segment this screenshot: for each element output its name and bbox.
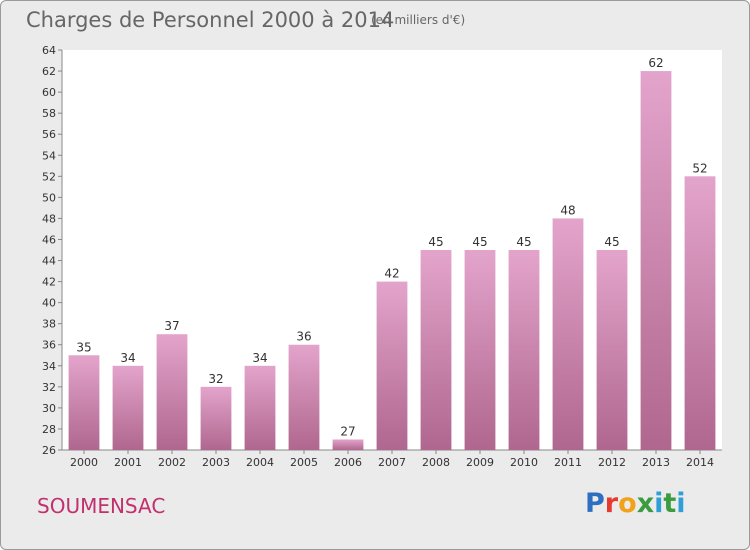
bar-value-label: 36 — [296, 330, 311, 344]
commune-name: SOUMENSAC — [37, 494, 166, 518]
bar-value-label: 52 — [692, 161, 707, 175]
x-tick-label: 2000 — [70, 456, 98, 469]
x-tick-label: 2011 — [554, 456, 582, 469]
y-tick-label: 62 — [42, 65, 56, 78]
chart-title: Charges de Personnel 2000 à 2014 — [26, 8, 395, 32]
bar-value-label: 34 — [120, 351, 135, 365]
x-tick-label: 2006 — [334, 456, 362, 469]
bar-value-label: 32 — [208, 372, 223, 386]
y-tick-label: 40 — [42, 297, 56, 310]
bar — [464, 250, 496, 450]
y-tick-label: 60 — [42, 86, 56, 99]
y-tick-label: 32 — [42, 381, 56, 394]
bar-value-label: 27 — [340, 424, 355, 438]
y-tick-label: 52 — [42, 170, 56, 183]
bar — [200, 386, 232, 450]
bar — [508, 250, 540, 450]
y-tick-label: 42 — [42, 276, 56, 289]
bar — [376, 281, 408, 450]
x-tick-label: 2010 — [510, 456, 538, 469]
x-tick-label: 2003 — [202, 456, 230, 469]
bar — [288, 344, 320, 450]
bar — [640, 71, 672, 450]
logo-letter: r — [604, 488, 619, 519]
bar-value-label: 34 — [252, 351, 267, 365]
bar-value-label: 35 — [76, 340, 91, 354]
bar-value-label: 45 — [428, 235, 443, 249]
y-tick-label: 54 — [42, 149, 56, 162]
bar-value-label: 48 — [560, 203, 575, 217]
logo-letter: o — [618, 488, 637, 519]
y-tick-label: 26 — [42, 444, 56, 457]
y-tick-label: 64 — [42, 44, 56, 57]
bar — [332, 439, 364, 450]
chart-unit: (en milliers d'€) — [371, 13, 466, 27]
y-tick-label: 28 — [42, 423, 56, 436]
x-tick-label: 2002 — [158, 456, 186, 469]
y-tick-label: 44 — [42, 255, 56, 268]
logo-letter: i — [676, 488, 686, 519]
bar — [684, 176, 716, 450]
x-tick-label: 2009 — [466, 456, 494, 469]
x-tick-label: 2007 — [378, 456, 406, 469]
bar-value-label: 62 — [648, 56, 663, 70]
x-tick-label: 2008 — [422, 456, 450, 469]
bar-value-label: 45 — [472, 235, 487, 249]
y-tick-label: 46 — [42, 233, 56, 246]
y-tick-label: 38 — [42, 318, 56, 331]
y-tick-label: 48 — [42, 212, 56, 225]
bar-value-label: 42 — [384, 267, 399, 281]
bar — [552, 218, 584, 450]
logo-letter: x — [636, 488, 655, 519]
y-tick-label: 36 — [42, 339, 56, 352]
y-tick-label: 58 — [42, 107, 56, 120]
y-tick-label: 30 — [42, 402, 56, 415]
x-tick-label: 2012 — [598, 456, 626, 469]
bar-value-label: 37 — [164, 319, 179, 333]
y-tick-label: 34 — [42, 360, 56, 373]
y-tick-label: 50 — [42, 191, 56, 204]
x-tick-label: 2005 — [290, 456, 318, 469]
bar — [244, 365, 276, 450]
y-tick-label: 56 — [42, 128, 56, 141]
logo-letter: i — [654, 488, 664, 519]
bar-value-label: 45 — [604, 235, 619, 249]
x-tick-label: 2014 — [686, 456, 714, 469]
logo-letter: t — [663, 488, 677, 519]
x-tick-label: 2004 — [246, 456, 274, 469]
x-tick-label: 2013 — [642, 456, 670, 469]
bar — [420, 250, 452, 450]
x-tick-label: 2001 — [114, 456, 142, 469]
bar — [68, 355, 100, 450]
bar — [156, 334, 188, 450]
proxiti-logo[interactable]: Proxiti — [585, 488, 686, 519]
bar-value-label: 45 — [516, 235, 531, 249]
logo-letter: P — [585, 488, 605, 519]
bar — [596, 250, 628, 450]
bar — [112, 365, 144, 450]
